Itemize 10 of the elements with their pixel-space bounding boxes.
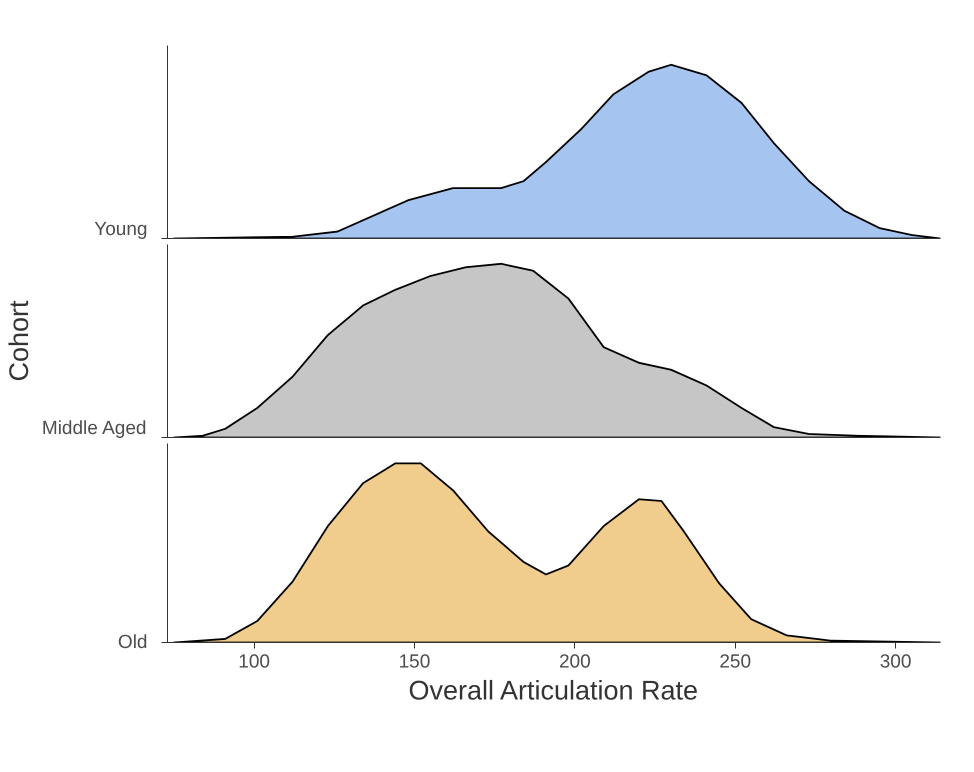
series-label: Young [94,219,148,240]
x-tick-label: 150 [398,652,430,672]
x-tick-label: 300 [880,652,912,672]
x-tick-label: 100 [238,652,270,672]
series-label: Old [118,632,148,653]
x-axis-title: Overall Articulation Rate [408,676,698,706]
x-tick-label: 250 [719,652,752,672]
series-label: Middle Aged [42,418,146,439]
y-axis-title: Cohort [4,300,34,382]
x-tick-label: 200 [559,652,591,672]
